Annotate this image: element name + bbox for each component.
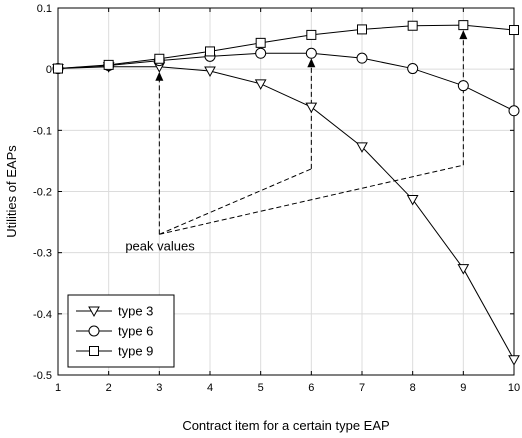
- leader-line: [159, 168, 312, 235]
- data-point-type-6: [407, 63, 419, 75]
- legend-item-type-3: type 3: [76, 304, 153, 319]
- data-point-type-9: [357, 24, 367, 35]
- legend-item-type-6: type 6: [76, 324, 153, 339]
- data-point-type-9: [255, 37, 266, 48]
- x-tick-label: 3: [156, 382, 162, 394]
- y-tick-label: -0.1: [33, 125, 52, 137]
- y-tick-label: -0.4: [33, 309, 52, 321]
- data-point-type-3: [254, 79, 267, 90]
- legend-label: type 9: [118, 344, 153, 359]
- data-point-type-3: [305, 102, 318, 114]
- x-tick-label: 8: [410, 382, 416, 394]
- data-point-type-9: [53, 63, 63, 74]
- data-point-type-6: [508, 105, 520, 117]
- series-line-type-3: [57, 66, 515, 360]
- series-line-type-9: [57, 24, 515, 70]
- arrow-head: [155, 71, 164, 81]
- data-point-type-6: [457, 80, 469, 92]
- y-tick-label: 0: [46, 64, 52, 76]
- series-layer: [52, 20, 520, 366]
- legend-label: type 3: [118, 304, 153, 319]
- y-tick-label: -0.3: [33, 248, 52, 260]
- legend-label: type 6: [118, 324, 153, 339]
- data-point-type-6: [356, 52, 368, 64]
- arrow-head: [307, 58, 316, 68]
- data-point-type-3: [406, 194, 419, 206]
- data-point-type-3: [356, 142, 368, 153]
- annotation-label: peak values: [125, 238, 195, 253]
- x-tick-label: 9: [460, 382, 466, 394]
- x-tick-label: 2: [106, 382, 112, 394]
- series-line-type-6: [57, 52, 515, 112]
- data-point-type-9: [509, 25, 519, 36]
- data-point-type-9: [458, 20, 469, 31]
- y-axis-label: Utilities of EAPs: [4, 145, 19, 238]
- y-tick-label: -0.2: [33, 187, 52, 199]
- legend-marker: [88, 325, 100, 337]
- leader-line: [159, 164, 464, 235]
- ticks-layer: 1 2 3 4 5 6 7 8 9 10 0.1 0 -0.1 -0.2 -0.3 -0.4 -0.5: [33, 3, 520, 394]
- data-point-type-3: [457, 264, 470, 275]
- x-tick-label: 6: [308, 382, 314, 394]
- x-tick-label: 7: [359, 382, 365, 394]
- data-point-type-3: [204, 66, 216, 78]
- x-axis-label: Contract item for a certain type EAP: [182, 418, 389, 433]
- legend: type 3 type 6 type 9: [67, 294, 175, 368]
- legend-marker: [89, 346, 99, 356]
- x-tick-label: 5: [258, 382, 264, 394]
- y-tick-label: -0.5: [33, 370, 52, 382]
- data-point-type-9: [407, 20, 418, 31]
- y-tick-label: 0.1: [37, 3, 52, 15]
- data-point-type-6: [255, 47, 267, 59]
- data-point-type-9: [306, 29, 317, 40]
- legend-item-type-9: type 9: [76, 344, 153, 359]
- annotation-layer: [155, 30, 468, 235]
- data-point-type-6: [305, 47, 317, 59]
- x-tick-label: 4: [207, 382, 213, 394]
- data-point-type-9: [154, 53, 165, 64]
- data-point-type-9: [103, 59, 114, 70]
- data-point-type-3: [508, 355, 520, 366]
- series-type-9: [53, 20, 519, 74]
- x-tick-label: 1: [55, 382, 61, 394]
- legend-marker: [88, 306, 100, 318]
- x-tick-label: 10: [508, 382, 520, 394]
- series-type-6: [52, 47, 520, 117]
- series-type-3: [52, 62, 520, 366]
- data-point-type-9: [205, 46, 215, 57]
- arrow-head: [459, 30, 468, 40]
